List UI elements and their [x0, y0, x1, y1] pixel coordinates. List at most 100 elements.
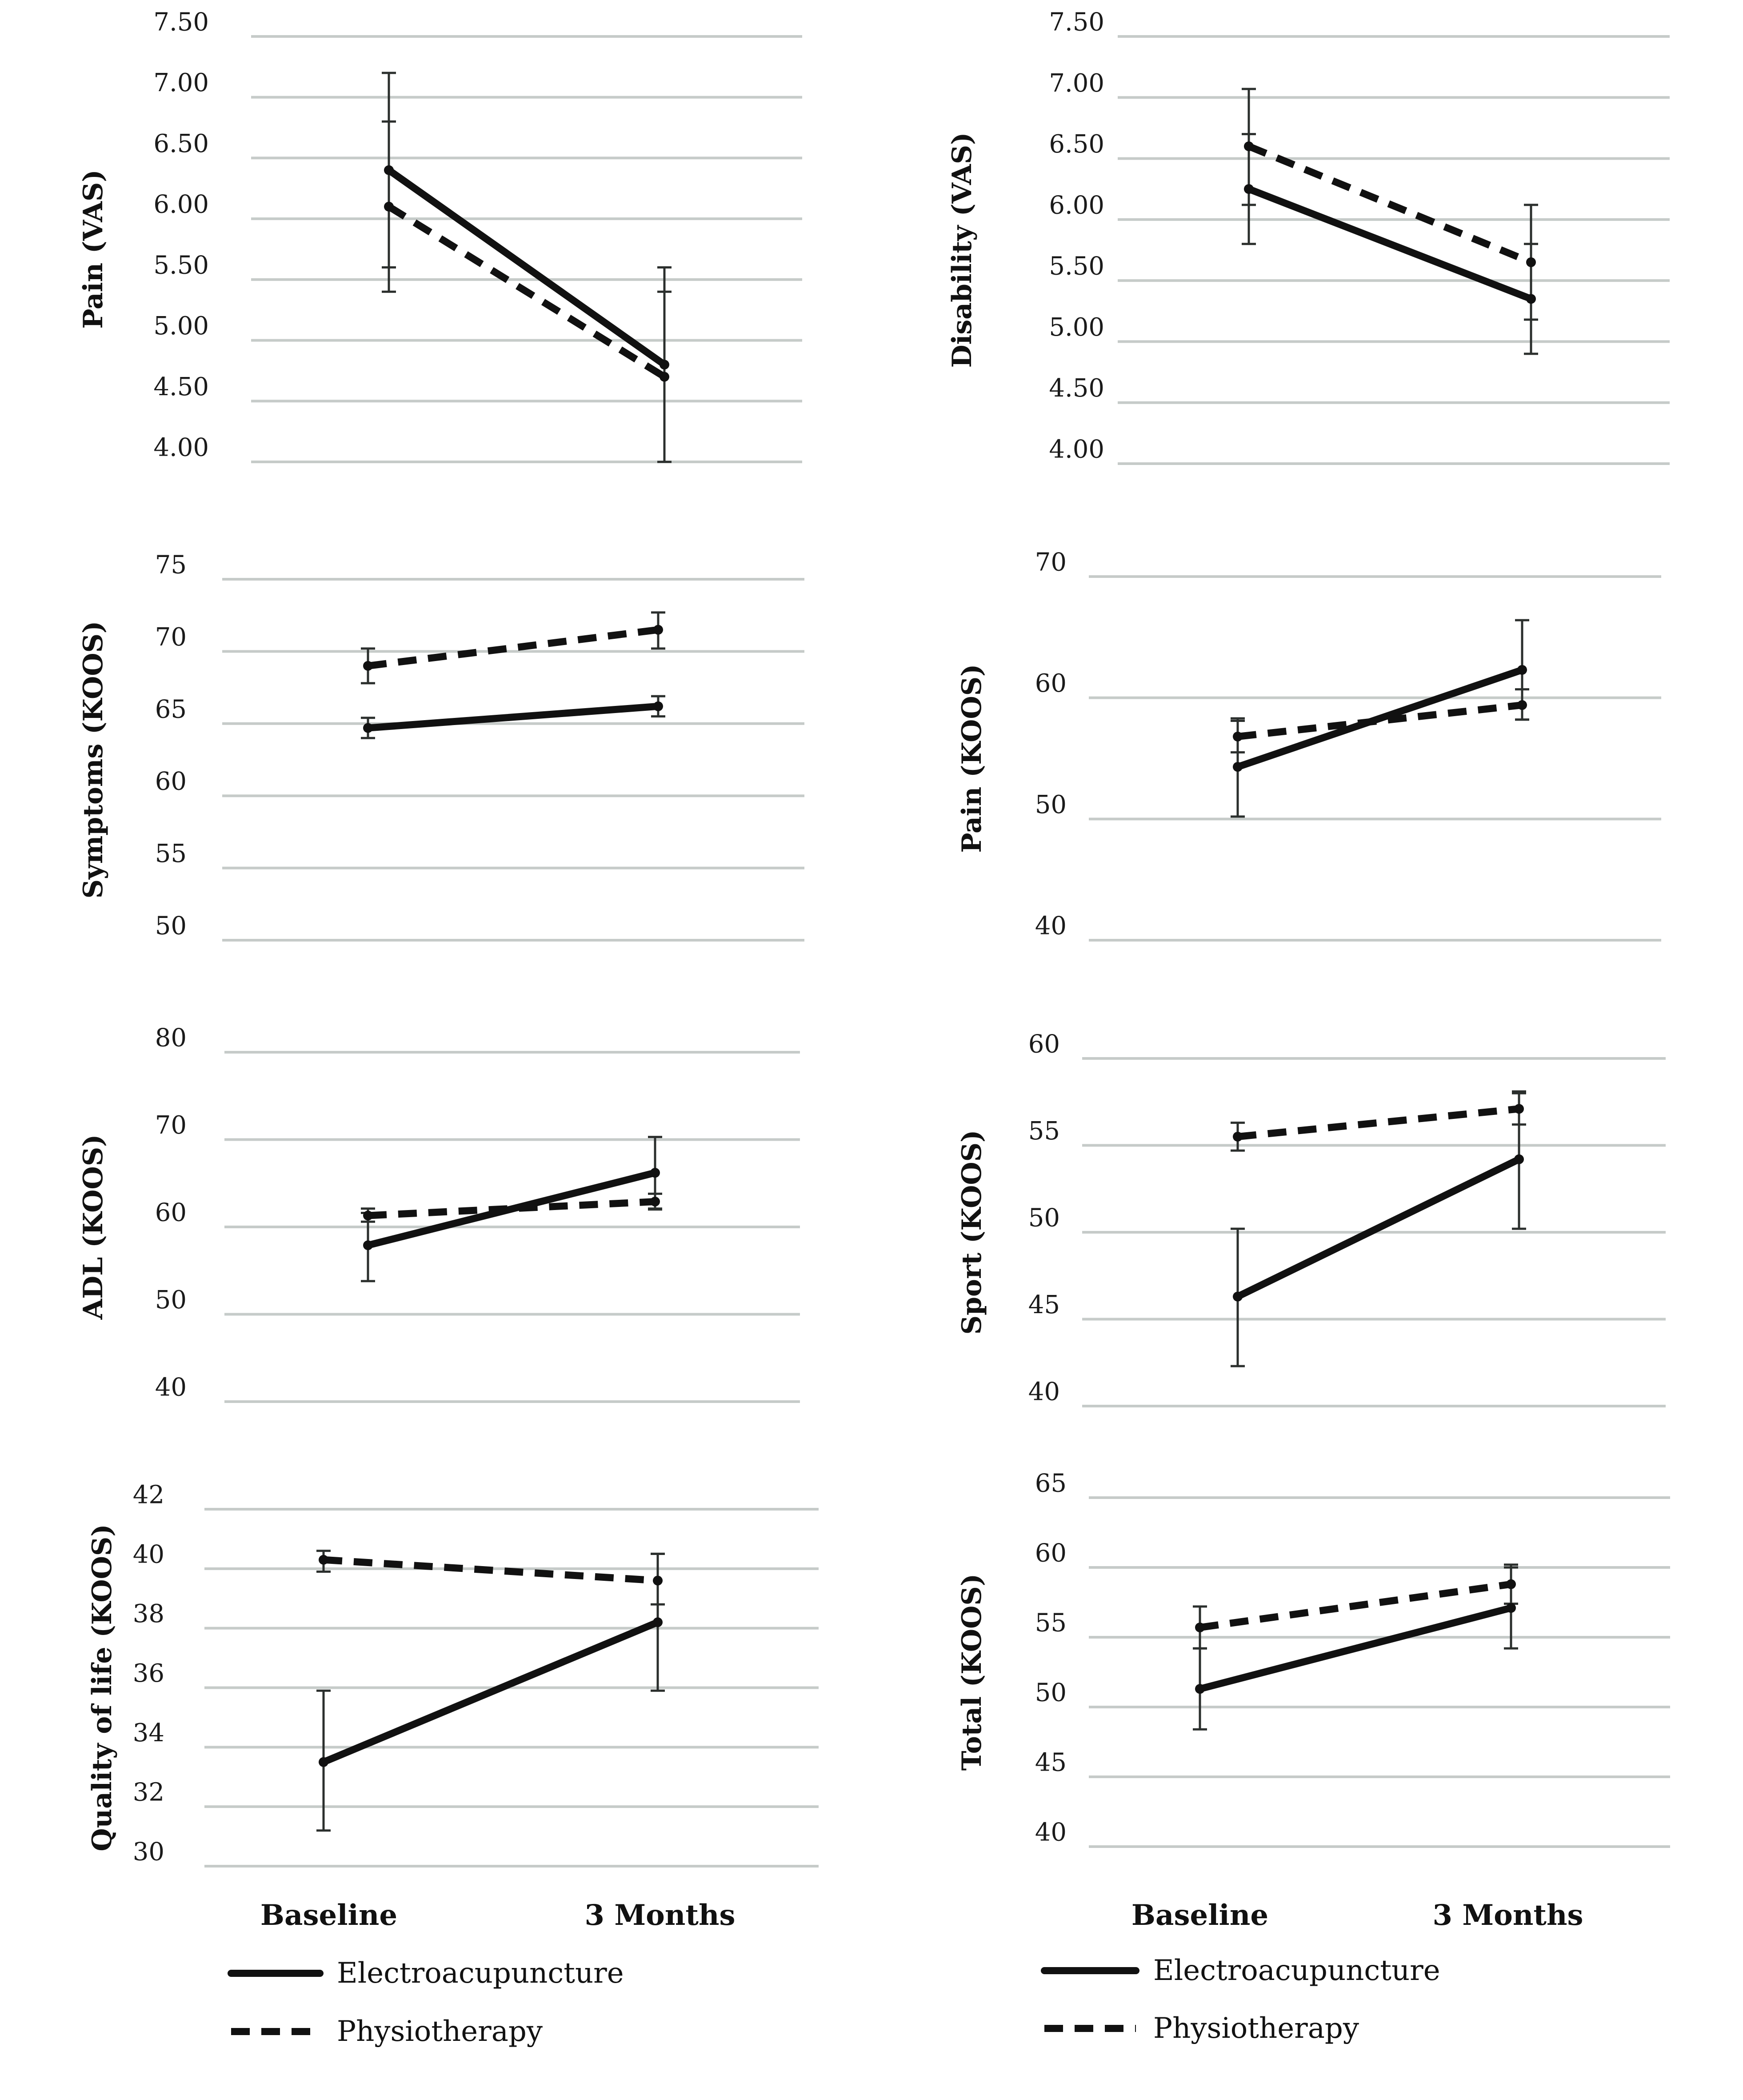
- y-tick-label: 50: [1028, 1204, 1060, 1233]
- series-line-electroacupuncture: [320, 1619, 661, 1766]
- y-axis-label: Disability (VAS): [947, 132, 978, 368]
- data-point-physiotherapy: [384, 201, 394, 212]
- y-tick-label: 45: [1035, 1748, 1067, 1777]
- chart-7: 42 40 38 36 34 32 30 Quality of life (KOOS): [87, 1481, 819, 1868]
- series-line-electroacupuncture: [1234, 666, 1526, 771]
- y-tick-label: 55: [155, 839, 187, 868]
- legend-right-dashed-label: Physiotherapy: [1153, 2012, 1359, 2045]
- y-tick-label: 60: [1035, 669, 1067, 698]
- data-point-electroacupuncture: [384, 165, 394, 175]
- chart-1: 7.50 7.00 6.50 6.00 5.50 5.00 4.50 4.00 Pain (VA…: [78, 8, 802, 463]
- data-point-physiotherapy: [1233, 731, 1243, 741]
- y-axis-label: ADL (KOOS): [78, 1134, 109, 1320]
- data-point-electroacupuncture: [1506, 1603, 1516, 1613]
- series-line-physiotherapy: [1199, 1580, 1512, 1631]
- data-point-physiotherapy: [1506, 1579, 1516, 1589]
- y-tick-label: 50: [1035, 790, 1067, 819]
- series-line-electroacupuncture: [364, 702, 662, 732]
- y-axis-label: Pain (VAS): [78, 169, 109, 329]
- right-x-category-3months: 3 Months: [1433, 1899, 1583, 1932]
- data-point-physiotherapy: [650, 1197, 660, 1207]
- y-tick-label: 5.00: [153, 312, 209, 341]
- y-tick-label: 55: [1028, 1117, 1060, 1146]
- legend-left-solid-label: Electroacupuncture: [337, 1957, 624, 1990]
- y-tick-label: 60: [1035, 1539, 1067, 1568]
- y-tick-label: 5.00: [1049, 313, 1104, 342]
- data-point-physiotherapy: [319, 1555, 328, 1565]
- data-point-electroacupuncture: [1233, 1291, 1243, 1302]
- series-line-physiotherapy: [323, 1556, 658, 1584]
- y-tick-label: 55: [1035, 1609, 1067, 1638]
- data-point-physiotherapy: [660, 372, 669, 382]
- data-point-electroacupuncture: [660, 360, 669, 370]
- series-line-physiotherapy: [1237, 701, 1523, 740]
- y-tick-label: 60: [1028, 1030, 1060, 1059]
- y-tick-label: 70: [155, 623, 187, 652]
- y-tick-label: 38: [133, 1599, 164, 1628]
- y-tick-label: 40: [155, 1373, 187, 1402]
- y-tick-label: 60: [155, 1198, 187, 1227]
- y-axis-label: Sport (KOOS): [956, 1130, 987, 1335]
- y-tick-label: 40: [1035, 912, 1067, 941]
- data-point-electroacupuncture: [1514, 1154, 1524, 1164]
- y-tick-label: 50: [1035, 1679, 1067, 1707]
- y-tick-label: 36: [133, 1659, 164, 1688]
- y-tick-label: 6.50: [153, 129, 209, 158]
- data-point-electroacupuncture: [1233, 762, 1243, 772]
- y-tick-label: 6.00: [1049, 191, 1104, 220]
- legend-left: Electroacupuncture Physiotherapy: [228, 1957, 624, 2048]
- chart-2: 7.50 7.00 6.50 6.00 5.50 5.00 4.50 4.00 Disabili…: [947, 8, 1670, 465]
- y-tick-label: 7.50: [153, 8, 209, 37]
- y-tick-label: 30: [133, 1838, 164, 1867]
- y-tick-label: 50: [155, 912, 187, 941]
- y-tick-label: 42: [133, 1481, 164, 1510]
- data-point-physiotherapy: [1233, 1131, 1243, 1142]
- data-point-electroacupuncture: [653, 1617, 663, 1627]
- y-tick-label: 34: [133, 1719, 164, 1747]
- y-tick-label: 6.50: [1049, 130, 1104, 159]
- y-axis-label: Pain (KOOS): [956, 664, 987, 853]
- data-point-electroacupuncture: [1195, 1684, 1205, 1694]
- data-point-electroacupuncture: [1517, 665, 1527, 675]
- data-point-physiotherapy: [363, 661, 373, 671]
- chart-8: 65 60 55 50 45 40 Total (KOOS): [956, 1469, 1670, 1848]
- legend-right-solid-label: Electroacupuncture: [1153, 1954, 1440, 1987]
- data-point-electroacupuncture: [1526, 294, 1536, 304]
- y-tick-label: 4.00: [1049, 435, 1104, 464]
- series-line-physiotherapy: [368, 1198, 656, 1219]
- y-tick-label: 75: [155, 551, 187, 580]
- y-tick-label: 70: [1035, 548, 1067, 577]
- series-line-physiotherapy: [387, 203, 667, 380]
- y-tick-label: 4.50: [153, 373, 209, 401]
- chart-4: 70 60 50 40 Pain (KOOS): [956, 548, 1661, 942]
- data-point-physiotherapy: [1195, 1623, 1205, 1633]
- y-tick-label: 40: [1035, 1818, 1067, 1847]
- y-tick-label: 60: [155, 767, 187, 796]
- series-line-electroacupuncture: [1196, 1604, 1515, 1693]
- y-tick-label: 32: [133, 1778, 164, 1807]
- data-point-physiotherapy: [1244, 141, 1254, 152]
- y-tick-label: 50: [155, 1286, 187, 1315]
- y-tick-label: 5.50: [153, 251, 209, 280]
- y-tick-label: 65: [155, 695, 187, 724]
- y-tick-label: 6.00: [153, 190, 209, 219]
- data-point-physiotherapy: [363, 1210, 373, 1221]
- y-tick-label: 70: [155, 1111, 187, 1140]
- data-point-electroacupuncture: [363, 1240, 373, 1250]
- chart-3: 75 70 65 60 55 50 Symptoms (KOOS): [78, 551, 804, 942]
- y-tick-label: 5.50: [1049, 252, 1104, 281]
- series-line-electroacupuncture: [1234, 1155, 1523, 1300]
- series-line-electroacupuncture: [364, 1169, 659, 1249]
- data-point-physiotherapy: [653, 1575, 663, 1586]
- y-tick-label: 65: [1035, 1469, 1067, 1498]
- y-tick-label: 4.50: [1049, 374, 1104, 403]
- left-x-category-baseline: Baseline: [260, 1899, 397, 1932]
- y-axis-label: Symptoms (KOOS): [78, 621, 109, 899]
- legend-left-dashed-label: Physiotherapy: [337, 2015, 543, 2048]
- charts-group: 7.50 7.00 6.50 6.00 5.50 5.00 4.50 4.00 Pain (VA…: [78, 8, 1670, 1868]
- y-tick-label: 7.00: [153, 68, 209, 97]
- series-line-physiotherapy: [368, 626, 659, 669]
- chart-6: 60 55 50 45 40 Sport (KOOS): [956, 1030, 1666, 1407]
- data-point-electroacupuncture: [319, 1757, 328, 1767]
- left-x-category-3months: 3 Months: [585, 1899, 736, 1932]
